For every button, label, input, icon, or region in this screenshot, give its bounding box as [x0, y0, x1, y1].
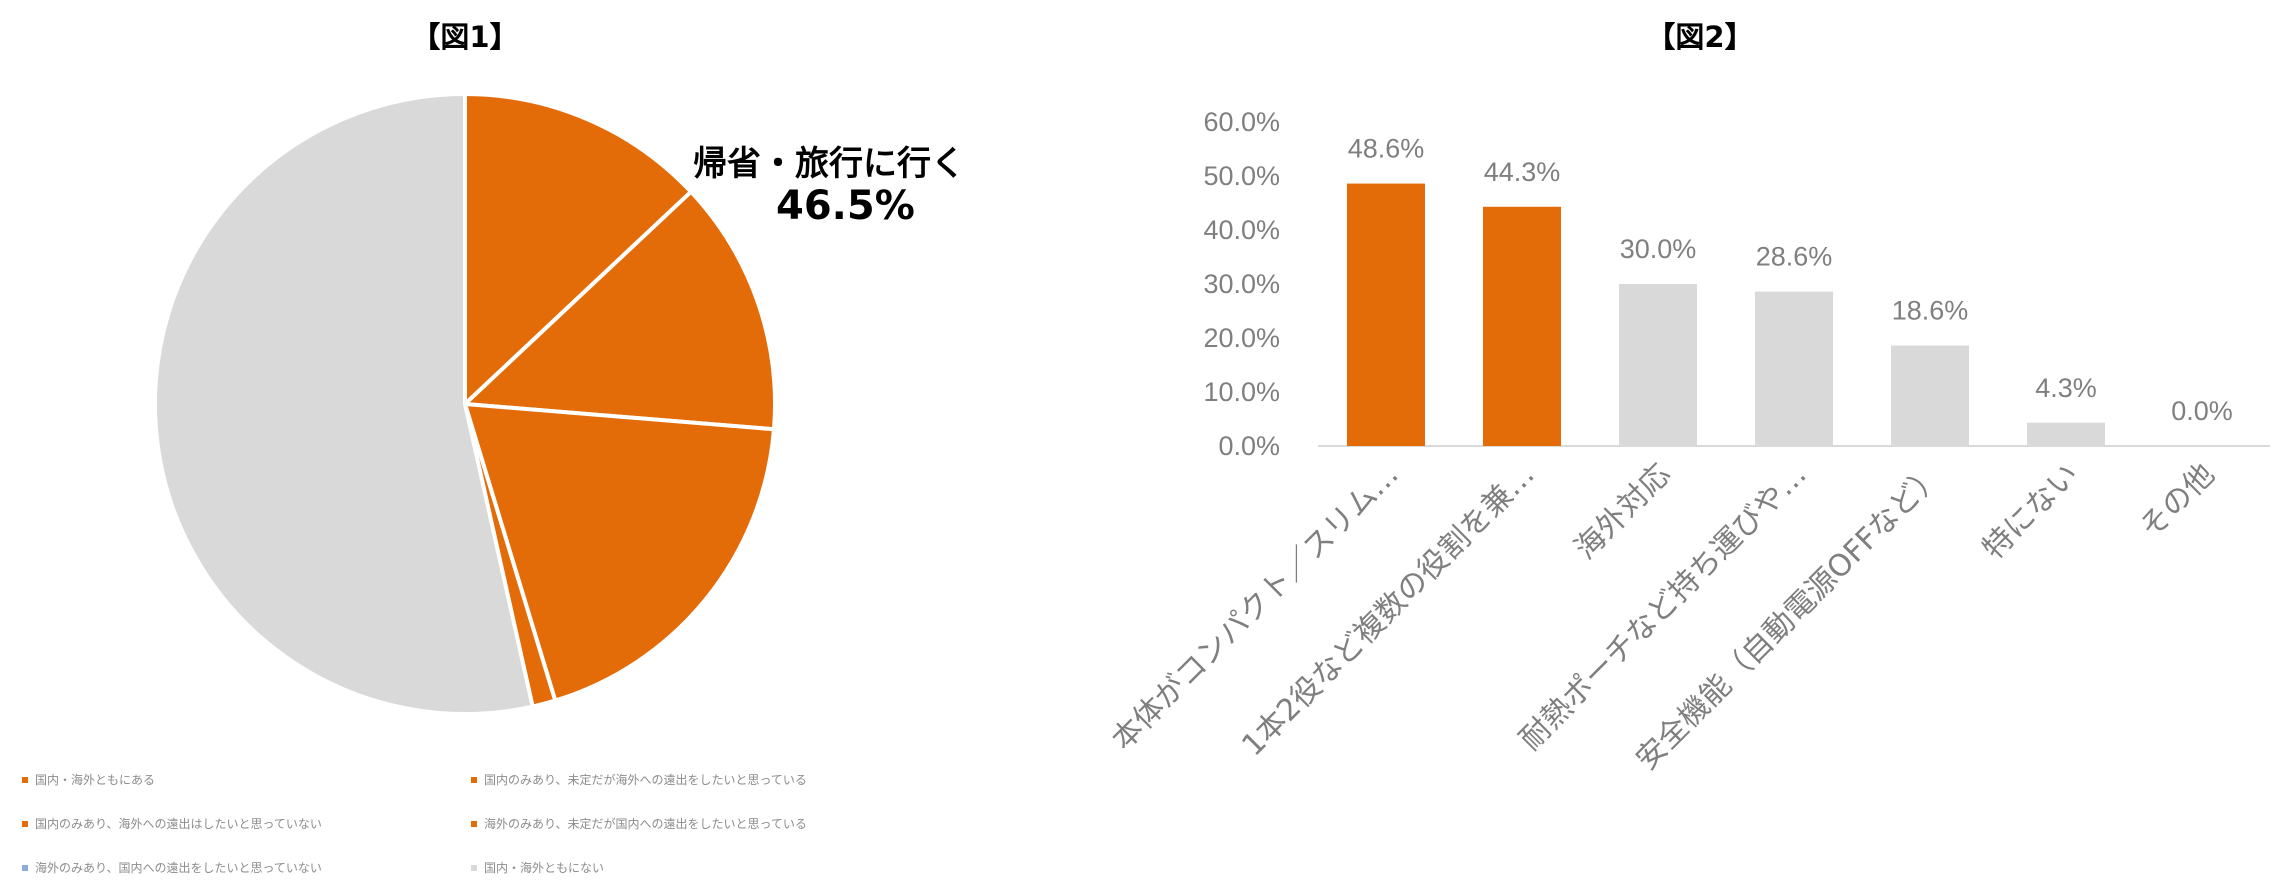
legend-label: 国内・海外ともにある [35, 773, 156, 787]
legend-swatch [22, 864, 28, 871]
pie-slice-1 [460, 188, 777, 432]
legend-swatch [471, 820, 477, 827]
legend-swatch [22, 820, 28, 827]
category-label: 耐熱ポーチなど持ち運びや… [1513, 457, 1814, 758]
y-tick-label: 50.0% [1203, 161, 1280, 191]
category-label: 本体がコンパクト／スリム… [1105, 457, 1406, 758]
y-tick-label: 20.0% [1203, 323, 1280, 353]
bar [2027, 422, 2105, 446]
legend-label: 海外のみあり、未定だが国内への遠出をしたいと思っている [484, 817, 807, 831]
legend-item: 国内のみあり、未定だが海外への遠出をしたいと思っている [471, 771, 807, 788]
bar-data-label: 48.6% [1348, 134, 1425, 164]
category-label: 特にない [1976, 457, 2086, 567]
legend-swatch [471, 864, 477, 871]
bar [1755, 291, 1833, 446]
legend-swatch [22, 776, 28, 783]
legend-label: 国内・海外ともにない [484, 861, 605, 875]
y-tick-label: 30.0% [1203, 269, 1280, 299]
bar [1347, 183, 1425, 446]
legend-item: 国内・海外ともにない [471, 859, 604, 876]
y-tick-label: 60.0% [1203, 107, 1280, 137]
legend-swatch [471, 776, 477, 783]
bar [1891, 345, 1969, 446]
figure1-title: 【図1】 [411, 20, 519, 54]
category-label: 1本2役など複数の役割を兼… [1235, 457, 1541, 763]
bar [1619, 284, 1697, 446]
legend-label: 国内のみあり、海外への遠出はしたいと思っていない [35, 817, 322, 831]
pie-callout-value: 46.5% [776, 183, 915, 229]
bar-data-label: 4.3% [2035, 373, 2097, 403]
category-label: その他 [2133, 457, 2221, 545]
pie-slice-2 [462, 401, 777, 704]
pie-callout-label: 帰省・旅行に行く [693, 144, 965, 184]
legend-item: 海外のみあり、国内への遠出をしたいと思っていない [22, 859, 322, 876]
pie-slice-5 [153, 91, 536, 716]
legend-label: 海外のみあり、国内への遠出をしたいと思っていない [35, 861, 322, 875]
y-tick-label: 10.0% [1203, 377, 1280, 407]
figure2-title: 【図2】 [1646, 20, 1754, 54]
pie-slice-0 [463, 91, 694, 409]
y-tick-label: 40.0% [1203, 215, 1280, 245]
category-label: 海外対応 [1568, 457, 1678, 567]
legend-item: 国内のみあり、海外への遠出はしたいと思っていない [22, 815, 322, 832]
legend-item: 国内・海外ともにある [22, 771, 155, 788]
bar-data-label: 28.6% [1756, 242, 1833, 272]
bar-data-label: 0.0% [2171, 396, 2233, 426]
bar-data-label: 18.6% [1892, 296, 1969, 326]
legend-item: 海外のみあり、未定だが国内への遠出をしたいと思っている [471, 815, 807, 832]
legend-label: 国内のみあり、未定だが海外への遠出をしたいと思っている [484, 773, 807, 787]
bar [1483, 206, 1561, 446]
bar-data-label: 44.3% [1484, 157, 1561, 187]
y-tick-label: 0.0% [1218, 431, 1280, 461]
bar-data-label: 30.0% [1620, 234, 1697, 264]
